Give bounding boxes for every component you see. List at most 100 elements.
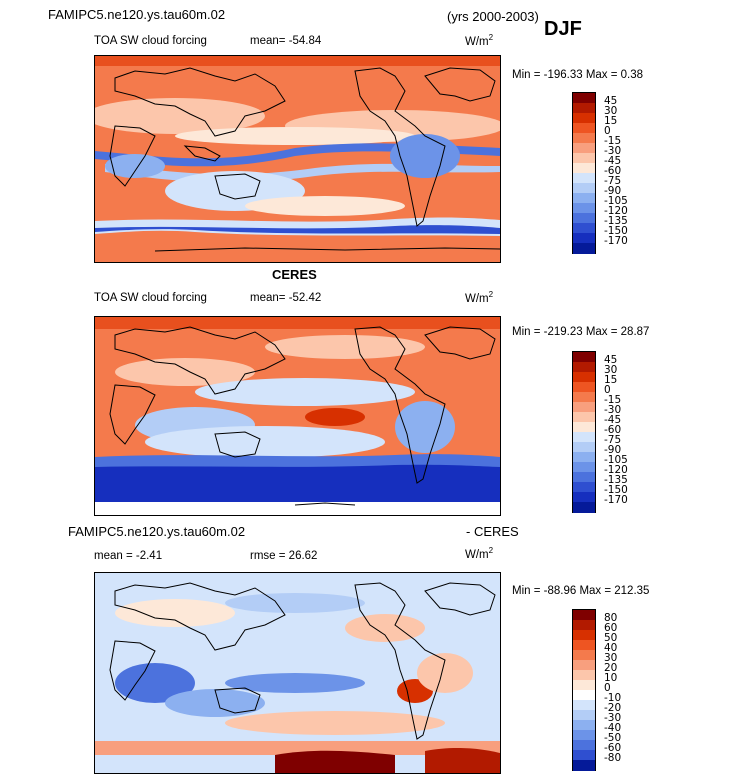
colorbar-tick-label: 45	[604, 354, 618, 366]
colorbar-tick-label: -60	[604, 165, 622, 177]
colorbar-tick-label: 45	[604, 95, 618, 107]
panel2-mean: mean= -52.42	[250, 292, 321, 304]
colorbar-swatch	[573, 233, 595, 244]
panel1-map-field	[95, 56, 500, 262]
colorbar-swatch	[573, 700, 595, 711]
panel1-variable: TOA SW cloud forcing	[94, 35, 207, 47]
colorbar-swatch	[573, 502, 595, 513]
colorbar-tick-label: -105	[604, 454, 628, 466]
panel2-map-field	[95, 317, 500, 515]
panel3-units: W/m2	[465, 546, 493, 561]
panel3-mean-value: -2.41	[135, 550, 163, 562]
colorbar-tick-label: -15	[604, 394, 622, 406]
colorbar-swatch	[573, 392, 595, 403]
colorbar-tick-label: 30	[604, 105, 618, 117]
colorbar-swatch	[573, 610, 595, 621]
colorbar-swatch	[573, 670, 595, 681]
panel3-rmse: rmse = 26.62	[250, 550, 317, 562]
colorbar-tick-label: -135	[604, 474, 628, 486]
years-label: (yrs 2000-2003)	[447, 9, 539, 24]
colorbar-tick-label: 0	[604, 384, 611, 396]
colorbar-swatch	[573, 630, 595, 641]
colorbar-swatch	[573, 143, 595, 154]
panel3-units-exp: 2	[488, 546, 494, 555]
colorbar-tick-label: -120	[604, 464, 628, 476]
colorbar-tick-label: -80	[604, 752, 622, 764]
colorbar-tick-label: -150	[604, 484, 628, 496]
colorbar-swatch	[573, 640, 595, 651]
colorbar-tick-label: -105	[604, 195, 628, 207]
panel2-units-text: W/m	[465, 292, 489, 305]
colorbar-swatch	[573, 750, 595, 761]
colorbar-tick-label: 0	[604, 125, 611, 137]
colorbar-tick-label: -170	[604, 235, 628, 247]
colorbar-tick-label: -170	[604, 494, 628, 506]
panel3-title-right: - CERES	[466, 524, 519, 539]
colorbar-swatch	[573, 153, 595, 164]
model-title: FAMIPC5.ne120.ys.tau60m.02	[48, 7, 226, 22]
colorbar-tick-label: -30	[604, 404, 622, 416]
colorbar-swatch	[573, 213, 595, 224]
colorbar-tick-label: -120	[604, 205, 628, 217]
colorbar-tick-label: 40	[604, 642, 618, 654]
panel1-units-exp: 2	[488, 33, 494, 42]
panel3-rmse-label: rmse =	[250, 550, 286, 562]
colorbar-swatch	[573, 720, 595, 731]
panel3-rmse-value: 26.62	[288, 550, 318, 562]
colorbar-tick-label: -20	[604, 702, 622, 714]
colorbar-swatch	[573, 372, 595, 383]
colorbar-swatch	[573, 760, 595, 771]
colorbar-swatch	[573, 432, 595, 443]
colorbar-swatch	[573, 412, 595, 423]
colorbar-swatch	[573, 740, 595, 751]
panel3-units-text: W/m	[465, 548, 489, 561]
colorbar-swatch	[573, 462, 595, 473]
colorbar-swatch	[573, 123, 595, 134]
colorbar-swatch	[573, 482, 595, 493]
colorbar-tick-label: 0	[604, 682, 611, 694]
colorbar-tick-label: -75	[604, 434, 622, 446]
panel1-units: W/m2	[465, 33, 493, 48]
colorbar-tick-label: 60	[604, 622, 618, 634]
colorbar-tick-label: -135	[604, 215, 628, 227]
panel3-mean-label: mean =	[94, 550, 133, 562]
colorbar-swatch	[573, 183, 595, 194]
colorbar-swatch	[573, 382, 595, 393]
panel2-variable: TOA SW cloud forcing	[94, 292, 207, 304]
panel2-units: W/m2	[465, 290, 493, 305]
colorbar-tick-label: -90	[604, 444, 622, 456]
colorbar-tick-label: -90	[604, 185, 622, 197]
colorbar-tick-label: 50	[604, 632, 618, 644]
panel2-mean-label: mean=	[250, 292, 286, 304]
colorbar-swatch	[573, 452, 595, 463]
colorbar-swatch	[573, 223, 595, 234]
colorbar-tick-label: 15	[604, 374, 618, 386]
colorbar-swatch	[573, 163, 595, 174]
colorbar-swatch	[573, 103, 595, 114]
colorbar-swatch	[573, 362, 595, 373]
colorbar-tick-label: 30	[604, 364, 618, 376]
season-label: DJF	[544, 18, 582, 40]
colorbar-tick-label: -15	[604, 135, 622, 147]
panel3-mean: mean = -2.41	[94, 550, 162, 562]
colorbar-tick-label: -45	[604, 155, 622, 167]
colorbar-swatch	[573, 472, 595, 483]
colorbar-tick-label: -10	[604, 692, 622, 704]
colorbar-swatch	[573, 730, 595, 741]
colorbar-tick-label: -30	[604, 145, 622, 157]
panel1-map	[94, 55, 501, 263]
colorbar-tick-label: -150	[604, 225, 628, 237]
colorbar-swatch	[573, 402, 595, 413]
colorbar-tick-label: -40	[604, 722, 622, 734]
colorbar-swatch	[573, 352, 595, 363]
colorbar-tick-label: -60	[604, 424, 622, 436]
panel3-colorbar	[572, 609, 596, 771]
panel3-map	[94, 572, 501, 774]
colorbar-swatch	[573, 492, 595, 503]
panel2-map	[94, 316, 501, 516]
colorbar-tick-label: -60	[604, 742, 622, 754]
colorbar-swatch	[573, 650, 595, 661]
colorbar-swatch	[573, 620, 595, 631]
colorbar-tick-label: 80	[604, 612, 618, 624]
